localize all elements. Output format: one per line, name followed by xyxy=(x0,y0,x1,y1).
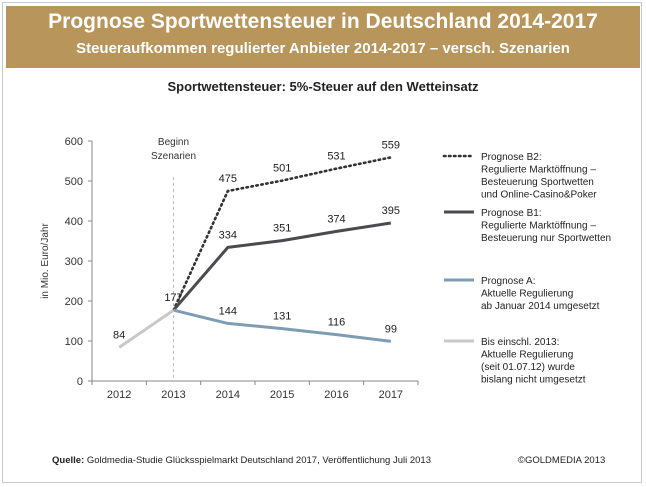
legend-text: Besteuerung nur Sportwetten xyxy=(481,233,611,244)
legend-text: (seit 01.07.12) wurde xyxy=(481,362,575,373)
chart-frame xyxy=(2,2,642,483)
y-tick-label: 300 xyxy=(65,256,83,268)
data-label: 334 xyxy=(219,229,237,241)
y-tick-label: 400 xyxy=(65,216,83,228)
data-label: 531 xyxy=(327,151,345,163)
y-tick-label: 500 xyxy=(65,176,83,188)
scenario-start-annotation: Beginn xyxy=(158,137,189,148)
legend-text: Prognose A: xyxy=(481,276,535,287)
legend-text: Prognose B2: xyxy=(481,152,542,163)
data-label: 501 xyxy=(273,163,291,175)
data-label: 116 xyxy=(328,317,346,329)
series-line-prognose-b2 xyxy=(172,156,393,312)
data-label: 131 xyxy=(273,311,291,323)
legend-text: bislang nicht umgesetzt xyxy=(481,375,586,386)
legend-text: Regulierte Marktöffnung – xyxy=(481,165,596,176)
page-subtitle: Steueraufkommen regulierter Anbieter 201… xyxy=(76,40,570,57)
y-tick-label: 0 xyxy=(77,376,83,388)
x-tick-label: 2015 xyxy=(270,389,294,401)
y-tick-label: 100 xyxy=(65,336,83,348)
source-label: Quelle: xyxy=(52,455,85,466)
data-label: 144 xyxy=(219,305,237,317)
data-label: 177 xyxy=(164,292,182,304)
y-tick-label: 200 xyxy=(65,296,83,308)
page-title: Prognose Sportwettensteuer in Deutschlan… xyxy=(48,10,598,33)
legend-text: Aktuelle Regulierung xyxy=(481,289,573,300)
data-label: 99 xyxy=(385,323,397,335)
data-label: 395 xyxy=(382,205,400,217)
x-tick-label: 2013 xyxy=(161,389,185,401)
legend-text: Besteuerung Sportwetten xyxy=(481,177,594,188)
legend-text: und Online-Casino&Poker xyxy=(481,190,597,201)
series-line-prognose-a xyxy=(173,308,392,343)
y-tick-label: 600 xyxy=(65,136,83,148)
scenario-start-annotation: Szenarien xyxy=(151,151,196,162)
data-label: 475 xyxy=(219,173,237,185)
source-text: Goldmedia-Studie Glücksspielmarkt Deutsc… xyxy=(84,455,431,466)
legend-text: Bis einschl. 2013: xyxy=(481,337,559,348)
data-label: 559 xyxy=(382,139,400,151)
legend-text: Prognose B1: xyxy=(481,208,542,219)
legend-text: ab Januar 2014 umgesetzt xyxy=(481,301,600,312)
x-tick-label: 2017 xyxy=(379,389,403,401)
source-note: Quelle: Goldmedia-Studie Glücksspielmark… xyxy=(52,455,431,466)
data-label: 351 xyxy=(273,223,291,235)
copyright: ©GOLDMEDIA 2013 xyxy=(518,455,606,466)
title-banner: Prognose Sportwettensteuer in Deutschlan… xyxy=(6,6,640,68)
legend-text: Aktuelle Regulierung xyxy=(481,350,573,361)
x-tick-label: 2014 xyxy=(216,389,240,401)
legend-text: Regulierte Marktöffnung – xyxy=(481,221,596,232)
series-line-prognose-b1 xyxy=(172,221,392,312)
data-label: 84 xyxy=(113,329,125,341)
chart-title: Sportwettensteuer: 5%-Steuer auf den Wet… xyxy=(167,79,479,94)
x-tick-label: 2012 xyxy=(107,389,131,401)
series-line-bis-einschl-2013 xyxy=(118,308,175,349)
data-label: 374 xyxy=(327,213,345,225)
y-axis-label: in Mio. Euro/Jahr xyxy=(40,223,51,299)
x-tick-label: 2016 xyxy=(324,389,348,401)
